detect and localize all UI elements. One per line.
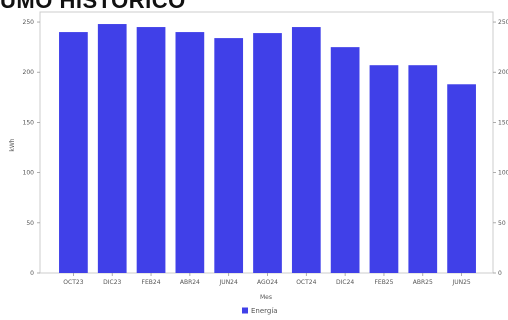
chart-heading: UMO HISTORICO — [0, 0, 186, 13]
x-tick-label: FEB24 — [142, 279, 161, 286]
bar-ago24 — [253, 33, 282, 274]
x-tick-label: FEB25 — [374, 279, 393, 286]
y-tick-label: 50 — [26, 220, 34, 227]
bar-oct24 — [291, 27, 321, 273]
y-axis-title: kWh — [9, 138, 16, 151]
legend-swatch — [242, 307, 248, 314]
y2-tick-label: 100 — [498, 170, 508, 177]
y2-tick-label: 50 — [498, 220, 506, 227]
x-tick-label: AGO24 — [257, 279, 278, 286]
y-tick-label: 150 — [23, 119, 35, 126]
x-tick-label: OCT23 — [63, 279, 83, 286]
bar-dic24 — [330, 47, 360, 274]
bar-jun24 — [214, 38, 244, 273]
x-tick-label: DIC24 — [336, 279, 354, 286]
bar-series — [59, 24, 476, 274]
bar-jun25 — [447, 84, 476, 274]
y-tick-label: 200 — [23, 69, 35, 76]
bar-feb25 — [369, 65, 399, 273]
y-tick-label: 100 — [23, 170, 35, 177]
x-axis-title: Mes — [260, 294, 272, 301]
x-tick-label: ABR25 — [413, 279, 433, 286]
legend-label: Energía — [251, 307, 278, 315]
bar-dic23 — [97, 24, 127, 273]
x-tick-label: OCT24 — [296, 279, 316, 286]
y-tick-label: 0 — [30, 270, 34, 277]
x-tick-label: ABR24 — [180, 279, 200, 286]
y2-tick-label: 200 — [498, 69, 508, 76]
y2-tick-label: 250 — [498, 19, 508, 26]
y-axis-right: 0 50 100 150 200 250 — [493, 19, 508, 277]
x-tick-label: JUN24 — [219, 279, 238, 286]
y-axis-left: 0 50 100 150 200 250 — [23, 19, 40, 277]
y2-tick-label: 150 — [498, 119, 508, 126]
x-tick-label: JUN25 — [451, 279, 470, 286]
y-tick-label: 250 — [23, 19, 35, 26]
x-axis: OCT23 DIC23 FEB24 ABR24 JUN24 AGO24 OCT24 DIC24… — [63, 273, 471, 286]
bar-abr24 — [175, 32, 205, 274]
bar-feb24 — [136, 27, 166, 273]
bar-abr25 — [408, 65, 438, 273]
legend: Energía — [242, 307, 278, 315]
bar-oct23 — [59, 32, 88, 274]
x-tick-label: DIC23 — [103, 279, 121, 286]
y2-tick-label: 0 — [498, 270, 502, 277]
